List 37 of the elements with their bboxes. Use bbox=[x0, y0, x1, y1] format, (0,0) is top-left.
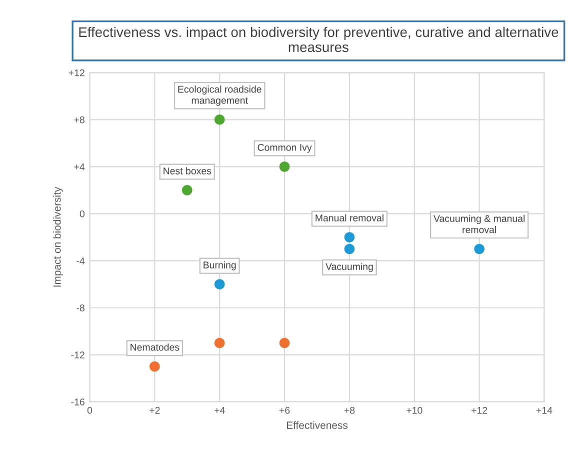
point bbox=[344, 232, 355, 242]
y-tick-label: +4 bbox=[74, 164, 85, 170]
x-tick-label: +12 bbox=[472, 406, 488, 414]
point bbox=[474, 244, 484, 254]
point bbox=[182, 185, 192, 196]
point bbox=[279, 338, 290, 348]
point bbox=[344, 244, 355, 254]
point bbox=[279, 162, 290, 172]
annotation: Manual removal bbox=[316, 214, 384, 222]
y-tick-label: -16 bbox=[71, 398, 84, 406]
point bbox=[214, 279, 225, 290]
annotation: Burning bbox=[204, 261, 236, 270]
annotation: Common Ivy bbox=[258, 144, 312, 153]
y-axis-title: Impact on biodiversity bbox=[53, 186, 63, 287]
x-axis-title: Effectiveness bbox=[286, 421, 348, 429]
point bbox=[214, 114, 225, 125]
x-tick-label: +14 bbox=[536, 407, 552, 414]
point bbox=[150, 361, 160, 372]
x-tick-label: +8 bbox=[344, 406, 355, 414]
x-tick-label: +2 bbox=[150, 406, 160, 414]
annotation: Nematodes bbox=[130, 344, 180, 351]
point bbox=[214, 338, 225, 348]
x-tick-label: 0 bbox=[87, 406, 92, 414]
annotation: Vacuuming bbox=[326, 262, 373, 272]
x-tick-label: +10 bbox=[406, 406, 422, 414]
annotation: Vacuuming & manual removal bbox=[434, 214, 525, 234]
y-tick-label: -4 bbox=[76, 258, 85, 264]
y-tick-label: -8 bbox=[76, 304, 84, 312]
y-tick-label: -12 bbox=[71, 352, 84, 358]
y-tick-label: 0 bbox=[80, 210, 85, 218]
chart-title: Effectiveness vs. impact on biodiversity for preventive, curative and alternative measures bbox=[79, 26, 558, 52]
annotation: Ecological roadside management bbox=[178, 86, 262, 106]
y-tick-label: +8 bbox=[74, 116, 84, 124]
x-tick-label: +4 bbox=[214, 407, 225, 414]
annotation: Nest boxes bbox=[164, 167, 212, 174]
y-tick-label: +12 bbox=[68, 69, 84, 76]
x-tick-label: +6 bbox=[279, 406, 290, 414]
